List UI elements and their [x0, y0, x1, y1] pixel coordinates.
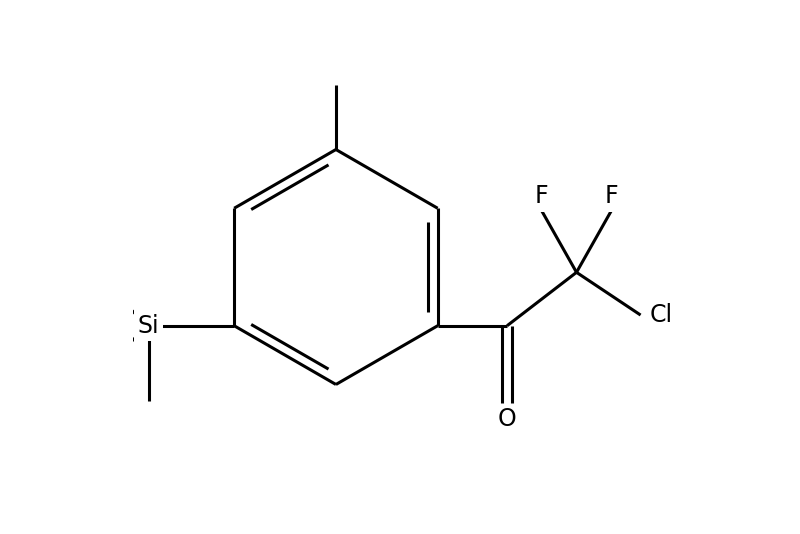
- Text: Cl: Cl: [650, 303, 673, 327]
- Text: O: O: [498, 407, 517, 431]
- Text: F: F: [535, 184, 549, 208]
- Text: F: F: [604, 184, 618, 208]
- Text: Si: Si: [138, 314, 159, 337]
